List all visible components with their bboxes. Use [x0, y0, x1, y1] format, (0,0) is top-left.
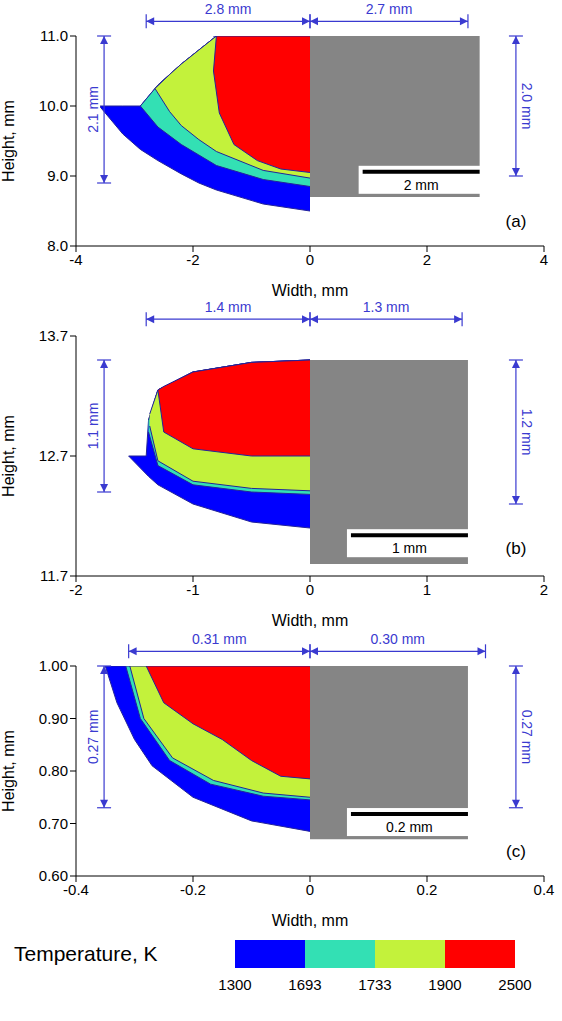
svg-text:9.0: 9.0 [47, 167, 68, 184]
svg-text:1.00: 1.00 [39, 657, 68, 674]
svg-text:(a): (a) [506, 212, 527, 231]
svg-text:0.90: 0.90 [39, 710, 68, 727]
svg-text:12.7: 12.7 [39, 447, 68, 464]
svg-text:Width, mm: Width, mm [272, 282, 348, 299]
html-text:1900: 1900 [428, 976, 462, 993]
svg-text:Height, mm: Height, mm [0, 100, 17, 182]
svg-text:1.4 mm: 1.4 mm [205, 300, 252, 315]
svg-text:2: 2 [423, 251, 431, 268]
svg-text:13.7: 13.7 [39, 327, 68, 344]
svg-text:0.27 mm: 0.27 mm [85, 710, 101, 764]
svg-text:-0.4: -0.4 [63, 880, 89, 898]
svg-text:0.27 mm: 0.27 mm [519, 710, 535, 764]
svg-text:2.8 mm: 2.8 mm [205, 1, 252, 17]
svg-text:0.30 mm: 0.30 mm [371, 631, 425, 647]
svg-text:1 mm: 1 mm [392, 540, 427, 556]
svg-text:1.2 mm: 1.2 mm [519, 409, 535, 456]
svg-text:10.0: 10.0 [39, 97, 68, 114]
svg-text:1.3 mm: 1.3 mm [363, 300, 410, 315]
svg-text:2: 2 [540, 581, 548, 598]
svg-text:0: 0 [306, 581, 314, 598]
svg-text:0.70: 0.70 [39, 815, 68, 832]
svg-text:2.1 mm: 2.1 mm [85, 86, 101, 133]
svg-text:Width, mm: Width, mm [272, 912, 348, 929]
svg-text:2.7 mm: 2.7 mm [366, 1, 413, 17]
html-text:1693: 1693 [288, 976, 322, 993]
svg-text:-2: -2 [69, 581, 82, 598]
svg-text:0.80: 0.80 [39, 762, 68, 779]
svg-text:(b): (b) [506, 539, 527, 558]
svg-text:2 mm: 2 mm [404, 177, 439, 193]
svg-text:-2: -2 [186, 251, 199, 268]
svg-text:1: 1 [423, 581, 431, 598]
html-text:1733: 1733 [358, 976, 392, 993]
svg-text:-0.2: -0.2 [180, 881, 206, 898]
svg-text:11.0: 11.0 [40, 27, 68, 44]
html-text:2500: 2500 [498, 976, 532, 993]
svg-text:0.60: 0.60 [39, 867, 68, 884]
svg-text:Width, mm: Width, mm [272, 612, 348, 629]
svg-text:11.7: 11.7 [40, 567, 68, 584]
svg-text:0.2: 0.2 [417, 881, 438, 898]
html-text:Temperature, K: Temperature, K [14, 942, 158, 965]
svg-text:-4: -4 [69, 251, 82, 268]
svg-text:-1: -1 [186, 581, 199, 598]
svg-text:0.31 mm: 0.31 mm [192, 631, 246, 647]
html-text:1300: 1300 [218, 976, 252, 993]
svg-text:4: 4 [540, 251, 548, 268]
svg-text:1.1 mm: 1.1 mm [85, 403, 101, 450]
svg-text:0.4: 0.4 [534, 881, 555, 898]
svg-text:0: 0 [306, 881, 314, 898]
svg-text:2.0 mm: 2.0 mm [519, 83, 535, 130]
svg-text:Height, mm: Height, mm [0, 415, 17, 497]
svg-text:0.2 mm: 0.2 mm [386, 819, 433, 835]
svg-text:(c): (c) [506, 842, 526, 861]
svg-text:0: 0 [306, 251, 314, 268]
svg-text:Height, mm: Height, mm [0, 730, 17, 812]
svg-text:8.0: 8.0 [47, 237, 68, 254]
